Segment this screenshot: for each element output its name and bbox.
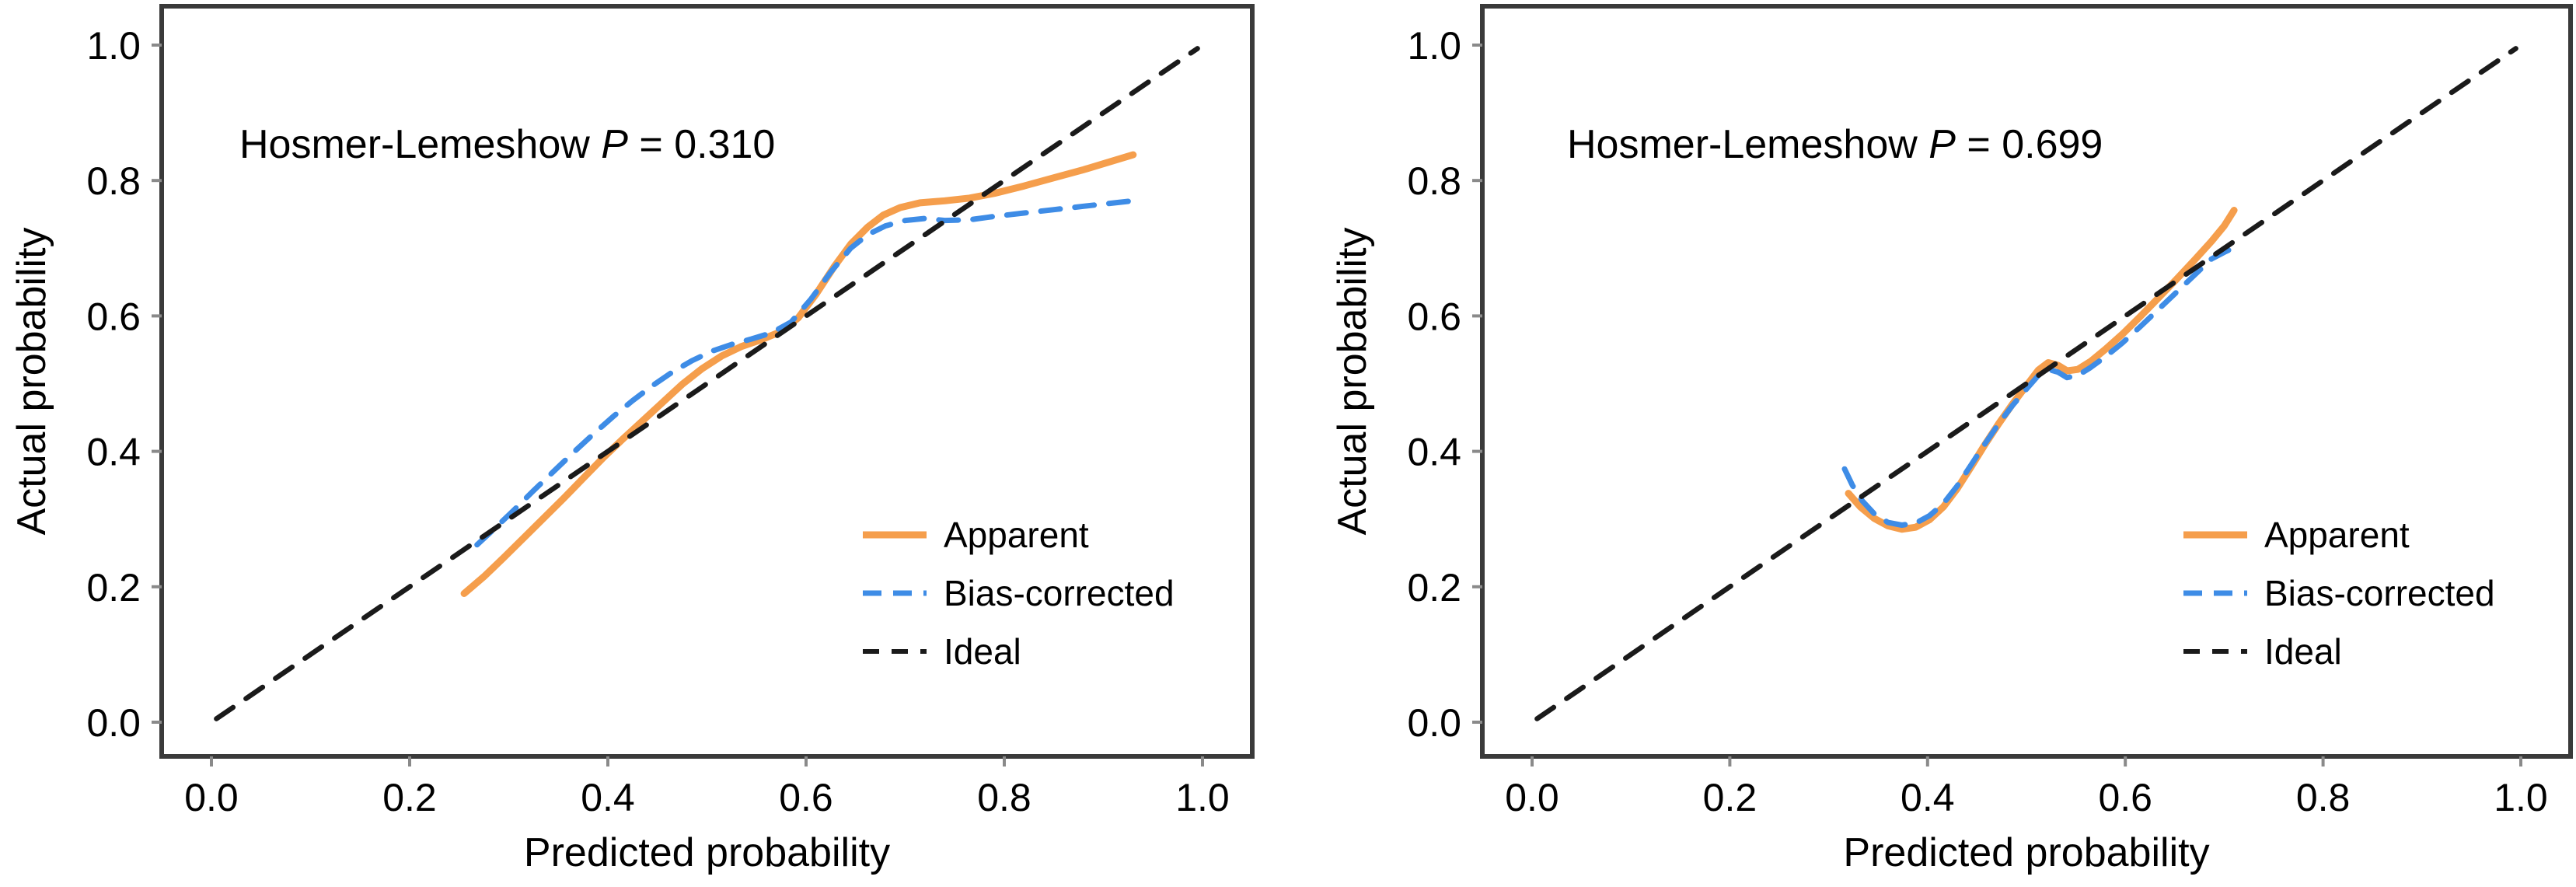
bias-corrected-curve (1841, 244, 2237, 528)
x-axis-tick-label: 1.0 (2494, 776, 2548, 819)
bias-corrected-curve (474, 197, 1136, 548)
legend-label-bias-corrected: Bias-corrected (944, 573, 1175, 613)
x-axis-tick-label: 0.2 (382, 776, 437, 819)
plot-frame (1480, 4, 2573, 759)
y-axis-title: Actual probability (9, 228, 54, 536)
y-axis-tick-label: 0.2 (1407, 566, 1461, 609)
x-axis-tick-label: 0.8 (977, 776, 1031, 819)
y-axis-tick-label: 0.0 (86, 701, 141, 745)
y-axis-tick-label: 1.0 (1407, 24, 1461, 68)
x-axis-tick-label: 0.4 (1901, 776, 1955, 819)
legend-label-ideal: Ideal (944, 631, 1021, 672)
x-axis-tick-label: 0.6 (2098, 776, 2152, 819)
y-axis-tick-label: 0.4 (86, 431, 141, 474)
y-axis-title: Actual probability (1330, 228, 1375, 536)
y-axis-tick-label: 0.2 (86, 566, 141, 609)
legend: Apparent Bias-corrected Ideal (863, 515, 1175, 672)
legend-item-bias-corrected: Bias-corrected (2183, 573, 2495, 613)
x-axis-tick-label: 0.0 (1505, 776, 1559, 819)
calibration-panel-right: 0.0 0.2 0.4 0.6 0.8 1.0 0.0 0.2 0.4 0.6 0.8 1.0 Pred… (1330, 4, 2573, 875)
x-axis-tick-label: 0.8 (2296, 776, 2351, 819)
x-axis-tick-label: 0.2 (1703, 776, 1757, 819)
x-axis-tick-label: 1.0 (1175, 776, 1230, 819)
ideal-line (1534, 46, 2518, 721)
legend-label-ideal: Ideal (2264, 631, 2342, 672)
legend-item-ideal: Ideal (2183, 631, 2342, 672)
plot-frame (159, 4, 1255, 759)
y-axis-tick-label: 1.0 (86, 24, 141, 68)
ideal-line (214, 46, 1200, 721)
legend-item-ideal: Ideal (863, 631, 1021, 672)
y-axis-tick-label: 0.6 (1407, 295, 1461, 338)
x-axis-title: Predicted probability (524, 830, 890, 875)
y-axis-tick-label: 0.8 (86, 159, 141, 203)
y-axis-tick-label: 0.0 (1407, 701, 1461, 745)
legend-label-apparent: Apparent (2264, 515, 2410, 555)
y-axis-tick-label: 0.8 (1407, 159, 1461, 203)
legend-label-apparent: Apparent (944, 515, 1089, 555)
y-axis-tick-label: 0.6 (86, 295, 141, 338)
legend-item-bias-corrected: Bias-corrected (863, 573, 1175, 613)
legend: Apparent Bias-corrected Ideal (2183, 515, 2495, 672)
legend-item-apparent: Apparent (863, 515, 1089, 555)
x-axis-tick-label: 0.4 (581, 776, 635, 819)
legend-label-bias-corrected: Bias-corrected (2264, 573, 2495, 613)
x-axis-tick-label: 0.6 (779, 776, 833, 819)
hosmer-lemeshow-annotation: Hosmer-Lemeshow P = 0.699 (1567, 122, 2103, 167)
y-axis-tick-label: 0.4 (1407, 431, 1461, 474)
hosmer-lemeshow-annotation: Hosmer-Lemeshow P = 0.310 (239, 122, 775, 167)
x-axis-title: Predicted probability (1843, 830, 2209, 875)
x-axis-tick-label: 0.0 (184, 776, 239, 819)
calibration-panel-left: 0.0 0.2 0.4 0.6 0.8 1.0 0.0 0.2 0.4 0.6 0.8 1.0 Pred… (9, 4, 1255, 875)
legend-item-apparent: Apparent (2183, 515, 2410, 555)
apparent-curve (1845, 207, 2238, 533)
